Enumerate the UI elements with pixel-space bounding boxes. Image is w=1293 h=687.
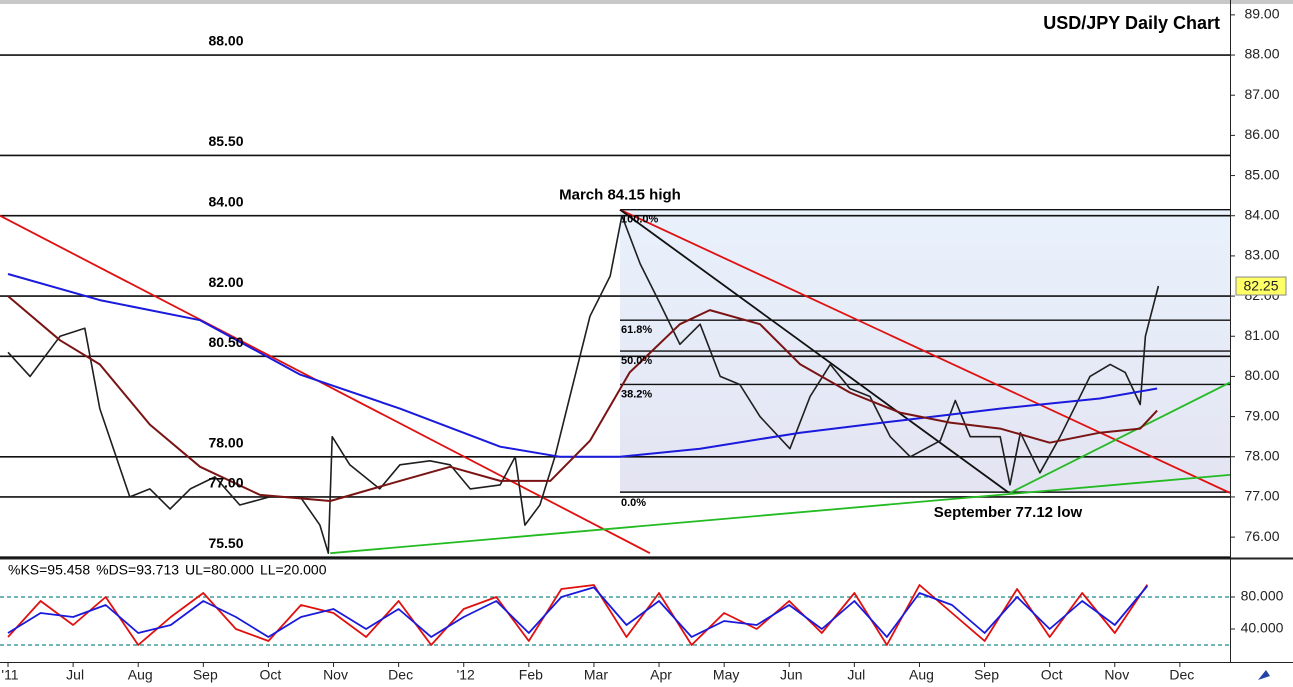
x-tick-label: Aug <box>909 667 934 683</box>
x-tick-label: Jul <box>66 667 84 683</box>
y-tick-label: 88.00 <box>1244 46 1279 62</box>
level-label: 82.00 <box>208 274 243 290</box>
level-label: 84.00 <box>208 193 243 209</box>
y-tick-label: 80.000 <box>1241 588 1284 604</box>
x-tick-label: Sep <box>193 667 218 683</box>
stochastic-panel <box>0 584 1230 646</box>
y-tick-label: 78.00 <box>1244 447 1279 463</box>
y-tick-label: 86.00 <box>1244 126 1279 142</box>
x-tick-label: Nov <box>1104 667 1129 683</box>
trendline <box>330 473 1230 555</box>
labels: USD/JPY Daily Chart 100.0% 61.8% 50.0% 38.2… <box>208 13 1220 551</box>
y-tick-label: 81.00 <box>1244 327 1279 343</box>
readout: %DS=93.713 <box>96 562 179 578</box>
series-line <box>7 295 1158 502</box>
readout: LL=20.000 <box>260 562 327 578</box>
x-tick-label: Sep <box>974 667 999 683</box>
x-tick-label: Nov <box>323 667 348 683</box>
fib-label: 61.8% <box>621 324 652 336</box>
x-tick-label: Dec <box>1169 667 1194 683</box>
price-panel <box>0 54 1230 558</box>
level-label: 78.00 <box>208 434 243 450</box>
level-label: 85.50 <box>208 133 243 149</box>
annotation: March 84.15 high <box>559 187 681 204</box>
y-tick-label: 77.00 <box>1244 488 1279 504</box>
level-label: 75.50 <box>208 535 243 551</box>
series-line <box>7 584 1149 646</box>
x-tick-label: Dec <box>388 667 413 683</box>
y-tick-label: 85.00 <box>1244 166 1279 182</box>
y-tick-label: 89.00 <box>1244 6 1279 22</box>
last-price-label: 82.25 <box>1243 278 1278 294</box>
x-tick-label: Apr <box>650 667 672 683</box>
fib-label: 38.2% <box>621 388 652 400</box>
x-tick-label: Aug <box>128 667 153 683</box>
trendline <box>1009 381 1230 494</box>
readout: UL=80.000 <box>185 562 254 578</box>
chart-title: USD/JPY Daily Chart <box>1043 13 1220 33</box>
x-tick-label: '12 <box>457 667 475 683</box>
x-tick-label: '11 <box>1 667 18 683</box>
y-tick-label: 40.000 <box>1241 620 1284 636</box>
x-tick-label: Jun <box>780 667 803 683</box>
x-tick-label: Jul <box>847 667 865 683</box>
series-line <box>7 585 1148 638</box>
fib-label: 0.0% <box>621 497 646 509</box>
trendline <box>619 208 1230 494</box>
y-tick-label: 83.00 <box>1244 247 1279 263</box>
series-line <box>7 273 1158 458</box>
fib-label: 100.0% <box>621 214 659 226</box>
x-tick-label: Oct <box>260 667 282 683</box>
trendline <box>619 208 1009 493</box>
level-label: 77.00 <box>208 475 243 491</box>
y-tick-label: 79.00 <box>1244 407 1279 423</box>
annotation: September 77.12 low <box>934 504 1083 521</box>
level-label: 80.50 <box>208 334 243 350</box>
y-tick-label: 76.00 <box>1244 528 1279 544</box>
corner-icon <box>1258 670 1270 680</box>
top-strip <box>0 0 1293 4</box>
y-tick-label: 87.00 <box>1244 86 1279 102</box>
last-price-box <box>1235 276 1287 296</box>
y-tick-label: 84.00 <box>1244 206 1279 222</box>
x-tick-label: Mar <box>584 667 608 683</box>
y-tick-label: 80.00 <box>1244 367 1279 383</box>
readout: %KS=95.458 <box>8 562 90 578</box>
fib-label: 50.0% <box>621 355 652 367</box>
level-label: 88.00 <box>208 33 243 49</box>
x-tick-label: May <box>713 667 739 683</box>
x-tick-label: Oct <box>1041 667 1063 683</box>
series-line <box>7 214 1160 554</box>
x-tick-label: Feb <box>519 667 543 683</box>
